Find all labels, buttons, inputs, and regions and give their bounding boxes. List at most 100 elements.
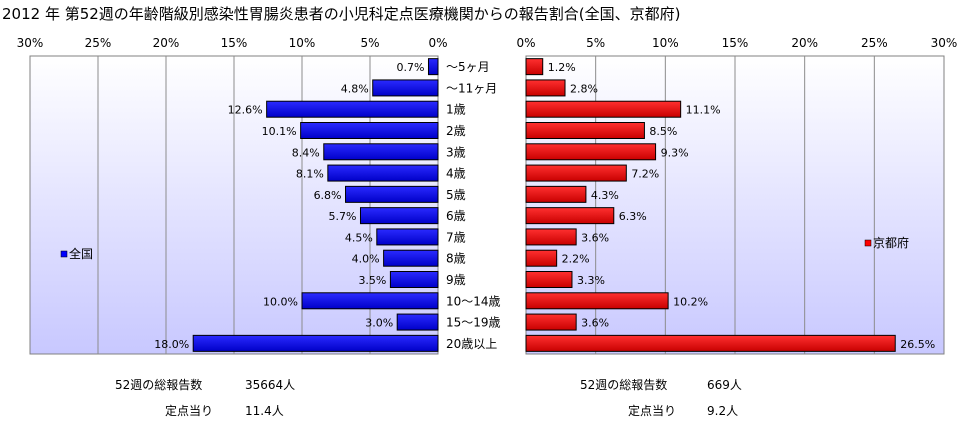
right-per-label: 定点当り xyxy=(628,403,676,418)
left-data-label: 10.1% xyxy=(262,125,297,138)
right-tick-label: 5% xyxy=(586,36,605,50)
right-bar xyxy=(525,292,669,310)
left-bars xyxy=(192,58,439,352)
right-tick-label: 30% xyxy=(931,36,958,50)
right-tick-label: 0% xyxy=(516,36,535,50)
right-data-label: 3.3% xyxy=(577,274,605,287)
left-data-labels: 0.7% 4.8% 12.6% 10.1% 8.4% 8.1% 6.8% 5.7% 4.5% 4.… xyxy=(154,61,424,351)
category-label: 4歳 xyxy=(446,167,466,181)
category-label: 7歳 xyxy=(446,230,466,244)
left-bar xyxy=(301,292,439,310)
right-data-label: 9.3% xyxy=(661,146,689,159)
right-bar xyxy=(525,313,577,331)
right-data-label: 2.2% xyxy=(562,253,590,266)
legend-left-swatch xyxy=(60,250,68,258)
left-bar xyxy=(300,122,439,139)
left-bar xyxy=(376,228,439,246)
right-data-label: 26.5% xyxy=(900,338,935,351)
chart-title: 2012 年 第52週の年齢階級別感染性胃腸炎患者の小児科定点医療機関からの報告… xyxy=(2,5,681,23)
left-total-label: 52週の総報告数 xyxy=(115,377,202,392)
left-data-label: 5.7% xyxy=(329,210,357,223)
legend-right-swatch xyxy=(864,239,872,247)
right-tick-labels: 0% 5% 10% 15% 20% 25% 30% xyxy=(516,36,957,50)
right-data-label: 6.3% xyxy=(619,210,647,223)
right-data-label: 3.6% xyxy=(581,317,609,330)
left-bar xyxy=(383,249,439,267)
left-bar xyxy=(427,58,439,76)
left-data-label: 12.6% xyxy=(228,104,263,117)
right-tick-label: 20% xyxy=(791,36,818,50)
right-bar xyxy=(525,228,577,246)
right-bar xyxy=(525,249,558,267)
left-bar xyxy=(389,271,439,288)
right-data-label: 2.8% xyxy=(570,82,598,95)
left-tick-label: 30% xyxy=(17,36,44,50)
category-label: 15～19歳 xyxy=(446,316,501,330)
category-label: ～11ヶ月 xyxy=(446,81,497,95)
left-data-label: 4.8% xyxy=(341,82,369,95)
right-tick-label: 15% xyxy=(722,36,749,50)
left-data-label: 3.0% xyxy=(365,317,393,330)
right-total-value: 669人 xyxy=(707,378,742,392)
left-bar xyxy=(192,334,439,352)
right-data-label: 4.3% xyxy=(591,189,619,202)
left-data-label: 10.0% xyxy=(263,295,298,308)
right-tick-label: 25% xyxy=(861,36,888,50)
category-label: 3歳 xyxy=(446,145,466,159)
left-data-label: 18.0% xyxy=(154,338,189,351)
category-label: 10～14歳 xyxy=(446,294,501,308)
right-bars xyxy=(525,58,896,352)
right-bar xyxy=(525,185,587,203)
left-data-label: 4.0% xyxy=(352,253,380,266)
category-label: 6歳 xyxy=(446,209,466,223)
legend-left-label: 全国 xyxy=(69,246,93,261)
right-bar xyxy=(525,143,657,161)
right-data-labels: 1.2% 2.8% 11.1% 8.5% 9.3%7.2% 4.3%6.3% 3.6% 2.2… xyxy=(548,61,935,351)
left-data-label: 3.5% xyxy=(358,274,386,287)
category-label: 5歳 xyxy=(446,188,466,202)
right-data-label: 11.1% xyxy=(686,104,721,117)
left-tick-label: 25% xyxy=(85,36,112,50)
category-label: 1歳 xyxy=(446,103,466,117)
right-tick-label: 10% xyxy=(652,36,679,50)
right-data-label: 8.5% xyxy=(649,125,677,138)
category-label: 9歳 xyxy=(446,273,466,287)
right-data-label: 3.6% xyxy=(581,231,609,244)
right-bar xyxy=(525,79,566,97)
left-per-value: 11.4人 xyxy=(245,404,284,418)
category-label: 2歳 xyxy=(446,124,466,138)
left-tick-label: 0% xyxy=(428,36,447,50)
right-bar xyxy=(525,271,573,288)
left-tick-label: 15% xyxy=(221,36,248,50)
right-bar xyxy=(525,58,544,76)
left-bar xyxy=(323,143,439,161)
category-label: ～5ヶ月 xyxy=(446,60,490,74)
left-per-label: 定点当り xyxy=(165,403,213,418)
category-labels: ～5ヶ月 ～11ヶ月 1歳 2歳 3歳 4歳 5歳 6歳 7歳 8歳 9歳 10～14歳 15～19歳 2… xyxy=(446,60,501,351)
left-data-label: 8.4% xyxy=(292,146,320,159)
right-data-label: 1.2% xyxy=(548,61,576,74)
right-data-label: 10.2% xyxy=(673,295,708,308)
left-total-value: 35664人 xyxy=(245,378,295,392)
right-bar xyxy=(525,100,682,118)
right-total-label: 52週の総報告数 xyxy=(580,377,667,392)
right-bar xyxy=(525,122,645,139)
left-bar xyxy=(372,79,439,97)
left-bar xyxy=(327,164,439,182)
right-bar xyxy=(525,164,627,182)
left-tick-label: 10% xyxy=(289,36,316,50)
left-tick-labels: 0% 5% 10% 15% 20% 25% 30% xyxy=(17,36,448,50)
left-bar xyxy=(359,207,439,225)
right-per-value: 9.2人 xyxy=(707,404,738,418)
category-label: 20歳以上 xyxy=(446,337,497,351)
left-data-label: 0.7% xyxy=(397,61,425,74)
left-data-label: 8.1% xyxy=(296,168,324,181)
left-bar xyxy=(266,100,439,118)
category-label: 8歳 xyxy=(446,252,466,266)
left-bar xyxy=(345,185,439,203)
legend-right-label: 京都府 xyxy=(873,235,909,250)
right-data-label: 7.2% xyxy=(631,168,659,181)
left-bar xyxy=(396,313,439,331)
right-bar xyxy=(525,334,896,352)
